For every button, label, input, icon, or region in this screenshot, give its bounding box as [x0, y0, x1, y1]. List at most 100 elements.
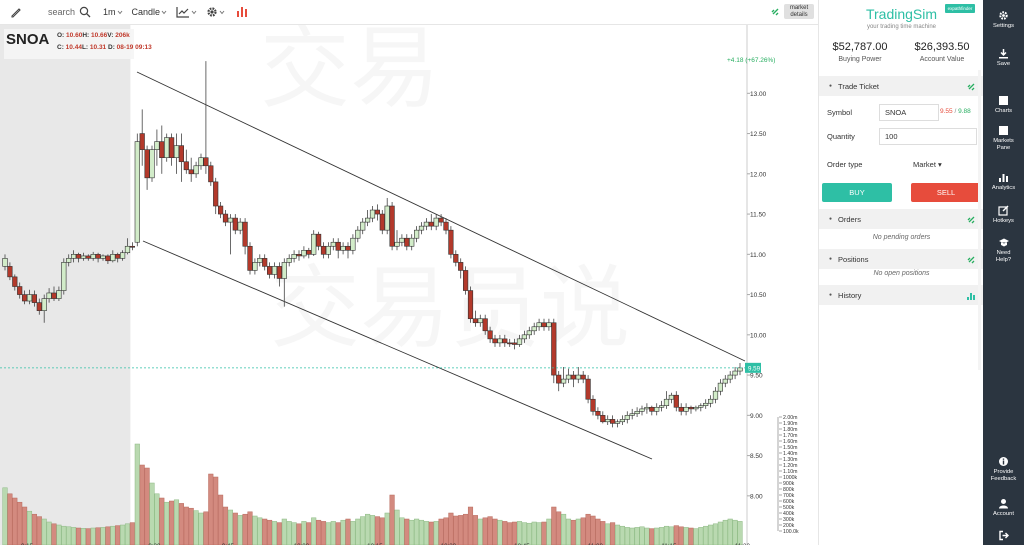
candle-body [683, 406, 689, 412]
candle-body [208, 165, 214, 183]
symbol-input[interactable]: SNOA [879, 104, 939, 121]
brand-logo: TradingSim [865, 6, 938, 22]
volume-bar [247, 511, 253, 545]
candle-body [56, 290, 62, 299]
orders-header[interactable]: ● Orders [819, 209, 984, 229]
volume-bar [629, 527, 635, 545]
help-nav[interactable]: Need Help? [983, 237, 1024, 264]
quantity-label: Quantity [827, 132, 855, 141]
candle-body [222, 213, 229, 223]
candle-body [654, 406, 660, 412]
account-nav[interactable]: Account [983, 498, 1024, 518]
candle-body [115, 254, 121, 259]
time-tick-label: 10:45 [514, 543, 530, 545]
candle-body [727, 374, 733, 380]
volume-bar [80, 528, 86, 545]
indicators-button[interactable] [172, 0, 202, 25]
volume-bar [663, 525, 670, 545]
volume-bar [556, 511, 562, 545]
volume-toggle-button[interactable] [230, 0, 254, 25]
price-tick-label: 9.00 [750, 413, 763, 420]
ohlc-row-2: C: 10.44L: 10.31 D: 08-19 09:13 [57, 44, 152, 51]
candle-body [575, 374, 581, 380]
buy-button[interactable]: BUY [822, 183, 892, 202]
draw-tool-button[interactable] [0, 0, 32, 25]
volume-bar [448, 512, 454, 545]
candle-body [266, 266, 273, 275]
link-icon[interactable] [771, 7, 781, 17]
candle-body [105, 255, 111, 262]
order-type-select[interactable]: Market ▾ [913, 160, 942, 169]
feedback-nav[interactable]: Provide Feedback [983, 456, 1024, 483]
candle-body [213, 181, 219, 207]
interval-select[interactable]: 1m [95, 0, 128, 25]
volume-bar [100, 527, 106, 545]
user-badge[interactable]: expathfinder [945, 4, 975, 13]
chevron-down-icon [191, 10, 197, 15]
logout-nav[interactable] [983, 530, 1024, 543]
volume-bar [605, 523, 611, 545]
candle-body [95, 254, 101, 259]
candle-body [688, 406, 694, 410]
search-box[interactable]: search [32, 0, 95, 25]
save-nav[interactable]: Save [983, 48, 1024, 68]
trade-ticket-header[interactable]: ● Trade Ticket [819, 76, 984, 96]
volume-bar [208, 473, 214, 545]
volume-bar [232, 512, 238, 545]
link-icon[interactable] [967, 82, 976, 91]
link-icon[interactable] [967, 215, 976, 224]
markets-pane-nav[interactable]: Markets Pane [983, 125, 1024, 152]
candle-body [409, 237, 415, 247]
chevron-down-icon [219, 10, 225, 15]
candle-body [17, 286, 23, 295]
market-details-button[interactable]: market details [784, 4, 814, 19]
volume-tick-label: 1000k [783, 475, 798, 481]
candle-body [61, 262, 67, 291]
sell-button[interactable]: SELL [911, 183, 981, 202]
candle-body [320, 245, 327, 255]
volume-bar [414, 518, 420, 545]
history-header[interactable]: ● History [819, 285, 984, 305]
volume-tick-label: 100.0k [783, 529, 799, 535]
volume-bar [708, 524, 714, 545]
hotkeys-nav[interactable]: Hotkeys [983, 205, 1024, 225]
candle-body [487, 330, 493, 340]
history-chart-icon[interactable] [966, 291, 976, 301]
pane-icon [999, 126, 1008, 135]
candle-body [462, 270, 469, 291]
volume-bar [512, 521, 518, 545]
volume-bar [218, 494, 224, 545]
candle-body [100, 255, 106, 259]
positions-header[interactable]: ● Positions [819, 249, 984, 269]
candle-body [634, 411, 640, 415]
candle-body [379, 213, 385, 231]
quantity-input[interactable]: 100 [879, 128, 977, 145]
candle-body [183, 161, 189, 171]
volume-tick-label: 1.20m [783, 463, 797, 469]
price-chart[interactable]: 交易 交易员说 13.0012.5012.0011.5011.0010.5010… [0, 25, 818, 545]
chart-settings-button[interactable] [202, 0, 230, 25]
analytics-nav[interactable]: Analytics [983, 172, 1024, 192]
volume-bar [551, 506, 557, 545]
volume-bar [654, 527, 660, 545]
volume-bar [154, 493, 160, 545]
volume-bar [526, 522, 532, 545]
volume-tick-label: 800k [783, 487, 795, 493]
panel-scrollbar[interactable] [978, 70, 981, 370]
candlestick-chart[interactable]: 13.0012.5012.0011.5011.0010.5010.009.509… [0, 25, 818, 545]
volume-bar [262, 518, 268, 545]
volume-bar [320, 521, 327, 545]
candle-body [291, 254, 297, 259]
volume-bar [463, 513, 469, 545]
chart-style-select[interactable]: Candle [128, 0, 173, 25]
volume-bar [717, 521, 723, 545]
charts-nav[interactable]: Charts [983, 95, 1024, 115]
candle-body [458, 262, 464, 271]
candle-body [227, 217, 234, 223]
link-icon[interactable] [967, 255, 976, 264]
volume-bar [124, 523, 131, 545]
bullet-icon: ● [829, 83, 833, 89]
search-input[interactable]: search [48, 7, 76, 17]
settings-nav[interactable]: Settings [983, 10, 1024, 30]
